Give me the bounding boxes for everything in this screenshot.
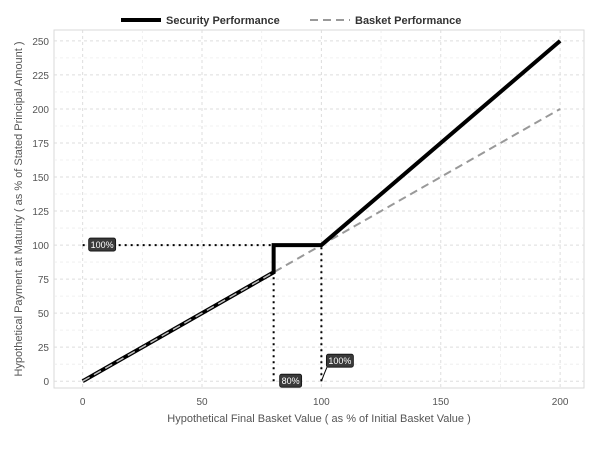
x-tick-label: 50 [196,397,208,408]
y-tick-label: 100 [32,241,49,252]
y-tick-label: 125 [32,207,49,218]
annotations: 100% 80% 100% [88,237,354,388]
y-tick-label: 150 [32,173,49,184]
y-tick-label: 25 [38,343,50,354]
x-axis-title: Hypothetical Final Basket Value ( as % o… [167,413,470,425]
tick-labels: 0 50 100 150 200 0 25 50 75 100 125 150 175 200 225 250 [32,37,569,408]
annotation-box [325,353,354,368]
annotation-box [279,373,303,388]
series-overlap-basket [82,271,275,382]
y-tick-label: 75 [38,275,50,286]
annotation-label: 80% [282,376,300,386]
annotation-box [88,237,117,252]
annotation-leader [320,365,328,382]
legend: Security Performance Basket Performance [121,15,461,27]
x-tick-label: 200 [552,397,569,408]
x-tick-label: 0 [80,397,86,408]
annotation-label: 100% [91,240,114,250]
y-tick-label: 225 [32,71,49,82]
y-tick-label: 250 [32,37,49,48]
grid [54,30,584,388]
legend-label-security: Security Performance [166,15,280,27]
y-tick-label: 200 [32,105,49,116]
y-tick-label: 50 [38,309,50,320]
x-tick-label: 100 [313,397,330,408]
annotation-label: 100% [328,356,351,366]
y-axis-title: Hypothetical Payment at Maturity ( as % … [13,41,25,376]
x-tick-label: 150 [432,397,449,408]
legend-label-basket: Basket Performance [355,15,461,27]
series-group [81,39,562,383]
y-tick-label: 0 [43,377,49,388]
plot-panel [53,29,585,389]
y-tick-label: 175 [32,139,49,150]
